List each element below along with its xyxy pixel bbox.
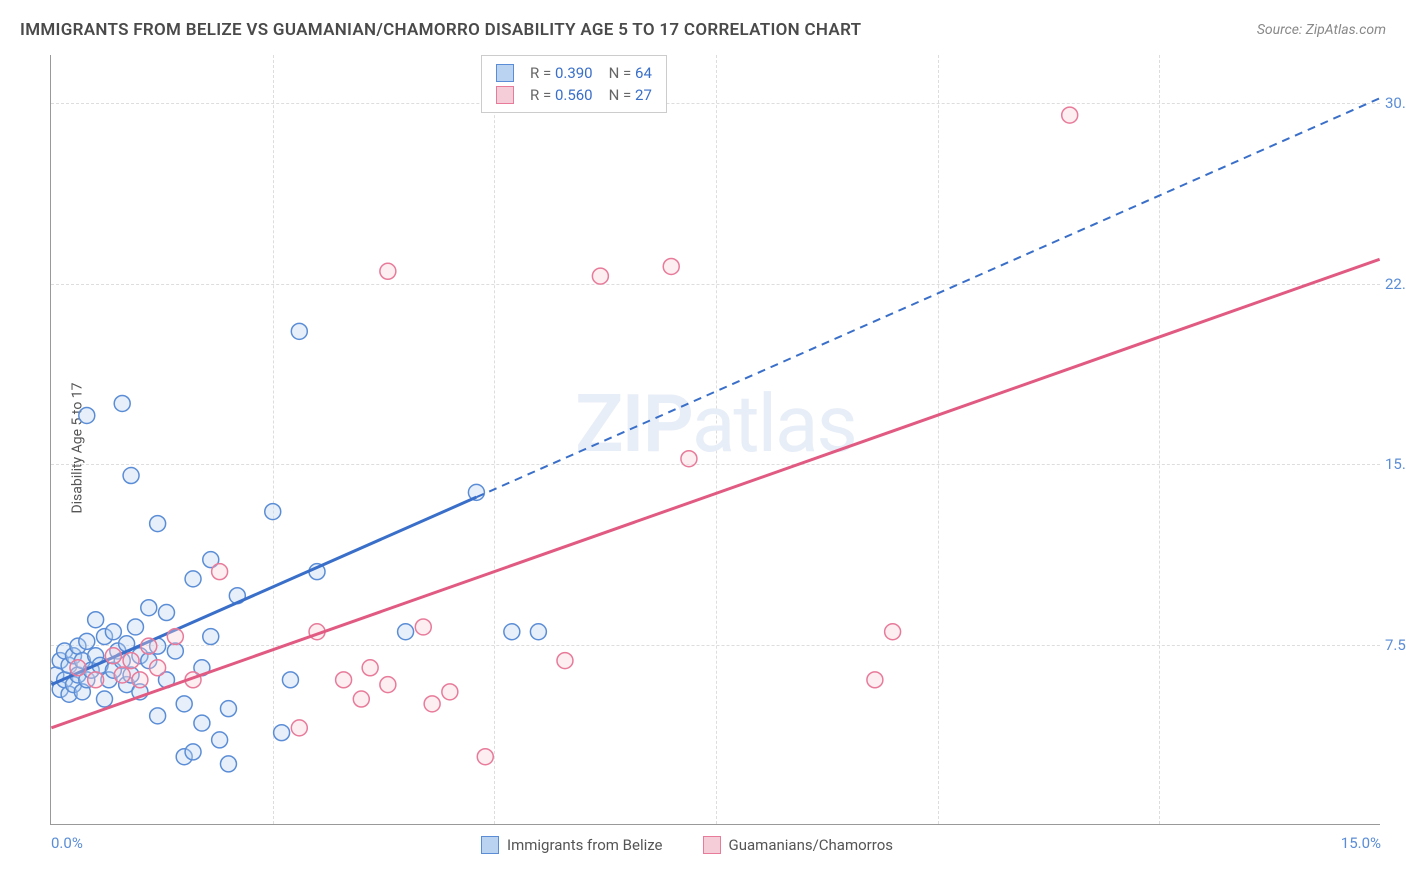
- data-point-belize: [158, 605, 174, 621]
- data-point-belize: [150, 708, 166, 724]
- data-point-guam: [141, 638, 157, 654]
- legend-row-belize: R = 0.390 N = 64: [496, 62, 652, 84]
- data-point-guam: [442, 684, 458, 700]
- data-point-guam: [380, 263, 396, 279]
- data-point-belize: [167, 643, 183, 659]
- data-point-guam: [212, 564, 228, 580]
- legend-bottom: Immigrants from Belize Guamanians/Chamor…: [481, 836, 893, 854]
- r-value-guam: 0.560: [555, 86, 593, 104]
- legend-item-guam: Guamanians/Chamorros: [703, 836, 893, 854]
- n-label: N =: [609, 64, 632, 82]
- n-value-guam: 27: [635, 86, 652, 104]
- data-point-guam: [592, 268, 608, 284]
- data-point-guam: [88, 672, 104, 688]
- data-point-guam: [885, 624, 901, 640]
- source-label: Source: ZipAtlas.com: [1257, 22, 1386, 38]
- x-tick-label: 0.0%: [51, 834, 83, 852]
- data-point-belize: [150, 516, 166, 532]
- data-point-guam: [681, 451, 697, 467]
- x-tick-label: 15.0%: [1341, 834, 1381, 852]
- data-point-guam: [353, 691, 369, 707]
- y-tick-label: 15.0%: [1385, 455, 1406, 473]
- data-point-belize: [530, 624, 546, 640]
- data-point-guam: [557, 653, 573, 669]
- data-point-belize: [185, 744, 201, 760]
- data-point-belize: [291, 323, 307, 339]
- y-tick-label: 22.5%: [1385, 275, 1406, 293]
- data-point-guam: [70, 660, 86, 676]
- r-label-2: R =: [530, 86, 551, 104]
- title-bar: IMMIGRANTS FROM BELIZE VS GUAMANIAN/CHAM…: [20, 20, 1386, 40]
- legend-label-guam: Guamanians/Chamorros: [729, 836, 893, 854]
- legend-row-guam: R = 0.560 N = 27: [496, 84, 652, 106]
- data-point-belize: [97, 691, 113, 707]
- n-value-belize: 64: [635, 64, 652, 82]
- data-point-belize: [220, 701, 236, 717]
- swatch-blue-icon: [496, 64, 514, 82]
- data-point-belize: [265, 504, 281, 520]
- data-point-belize: [282, 672, 298, 688]
- data-point-guam: [132, 672, 148, 688]
- data-point-belize: [176, 696, 192, 712]
- data-point-guam: [150, 660, 166, 676]
- data-point-guam: [362, 660, 378, 676]
- data-point-guam: [167, 629, 183, 645]
- data-point-belize: [212, 732, 228, 748]
- data-point-belize: [141, 600, 157, 616]
- data-point-belize: [105, 624, 121, 640]
- plot-area: ZIPatlas R = 0.390 N = 64 R = 0.560 N = …: [50, 55, 1380, 825]
- swatch-pink-icon: [496, 86, 514, 104]
- y-tick-label: 7.5%: [1385, 636, 1406, 654]
- y-tick-label: 30.0%: [1385, 94, 1406, 112]
- data-point-guam: [424, 696, 440, 712]
- data-point-guam: [380, 677, 396, 693]
- data-point-guam: [663, 258, 679, 274]
- legend-correlation: R = 0.390 N = 64 R = 0.560 N = 27: [481, 55, 667, 113]
- swatch-pink-icon: [703, 836, 721, 854]
- data-point-guam: [336, 672, 352, 688]
- n-label-2: N =: [609, 86, 632, 104]
- data-point-guam: [291, 720, 307, 736]
- chart-title: IMMIGRANTS FROM BELIZE VS GUAMANIAN/CHAM…: [20, 20, 861, 40]
- data-point-belize: [203, 629, 219, 645]
- data-point-guam: [867, 672, 883, 688]
- data-point-belize: [79, 633, 95, 649]
- data-point-belize: [123, 468, 139, 484]
- data-point-guam: [105, 648, 121, 664]
- data-point-guam: [114, 667, 130, 683]
- data-point-belize: [504, 624, 520, 640]
- data-point-belize: [79, 407, 95, 423]
- data-point-belize: [127, 619, 143, 635]
- data-point-guam: [123, 653, 139, 669]
- data-point-belize: [114, 395, 130, 411]
- data-point-belize: [220, 756, 236, 772]
- scatter-plot-svg: [51, 55, 1380, 824]
- data-point-guam: [1062, 107, 1078, 123]
- data-point-guam: [477, 749, 493, 765]
- trendline-dashed-belize: [476, 98, 1379, 497]
- swatch-blue-icon: [481, 836, 499, 854]
- trendline-guam: [51, 259, 1379, 728]
- data-point-belize: [274, 725, 290, 741]
- data-point-belize: [88, 612, 104, 628]
- data-point-belize: [194, 715, 210, 731]
- legend-item-belize: Immigrants from Belize: [481, 836, 663, 854]
- legend-label-belize: Immigrants from Belize: [507, 836, 663, 854]
- data-point-belize: [185, 571, 201, 587]
- data-point-belize: [398, 624, 414, 640]
- r-value-belize: 0.390: [555, 64, 593, 82]
- r-label: R =: [530, 64, 551, 82]
- data-point-guam: [415, 619, 431, 635]
